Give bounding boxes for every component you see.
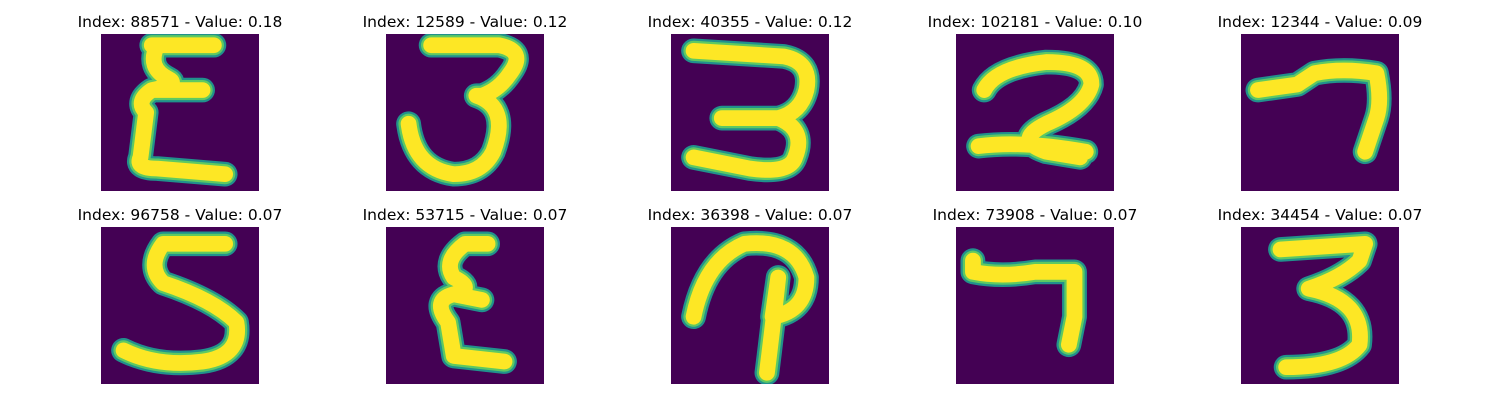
digit-image (1241, 34, 1399, 191)
panel-title: Index: 34454 - Value: 0.07 (1217, 206, 1423, 224)
panel-7: Index: 53715 - Value: 0.07 (335, 205, 595, 395)
digit-glyph (681, 230, 819, 384)
panel-10: Index: 34454 - Value: 0.07 (1190, 205, 1450, 395)
digit-glyph (960, 248, 1087, 358)
digit-image (956, 34, 1114, 191)
panel-4: Index: 102181 - Value: 0.10 (905, 12, 1165, 202)
panel-3: Index: 40355 - Value: 0.12 (620, 12, 880, 202)
panel-title: Index: 73908 - Value: 0.07 (932, 206, 1138, 224)
digit-image (101, 227, 259, 384)
panel-9: Index: 73908 - Value: 0.07 (905, 205, 1165, 395)
digit-stroke (970, 54, 1100, 166)
digit-image (671, 34, 829, 191)
digit-image (101, 34, 259, 191)
digit-glyph (681, 38, 820, 183)
digit-stroke (433, 235, 513, 370)
panel-8: Index: 36398 - Value: 0.07 (620, 205, 880, 395)
digit-glyph (111, 231, 250, 376)
digit-stroke (115, 235, 246, 371)
panel-title: Index: 88571 - Value: 0.18 (77, 13, 283, 31)
panel-6: Index: 96758 - Value: 0.07 (50, 205, 310, 395)
digit-stroke (1250, 62, 1388, 160)
digit-stroke (685, 235, 815, 381)
digit-stroke (400, 37, 525, 183)
digit-stroke (131, 37, 234, 183)
panel-title: Index: 12344 - Value: 0.09 (1217, 13, 1423, 31)
digit-image (1241, 227, 1399, 384)
digit-glyph (127, 34, 238, 187)
digit-image (671, 227, 829, 384)
digit-glyph (396, 34, 529, 187)
panel-title: Index: 36398 - Value: 0.07 (647, 206, 853, 224)
digit-image (386, 227, 544, 384)
panel-title: Index: 96758 - Value: 0.07 (77, 206, 283, 224)
panel-5: Index: 12344 - Value: 0.09 (1190, 12, 1450, 202)
panel-title: Index: 102181 - Value: 0.10 (927, 13, 1143, 31)
panel-1: Index: 88571 - Value: 0.18 (50, 12, 310, 202)
digit-image (386, 34, 544, 191)
digit-glyph (428, 231, 517, 374)
digit-glyph (966, 49, 1104, 170)
digit-glyph (1268, 231, 1378, 380)
panel-title: Index: 12589 - Value: 0.12 (362, 13, 568, 31)
digit-stroke (685, 42, 816, 178)
digit-glyph (1245, 58, 1392, 165)
panel-title: Index: 40355 - Value: 0.12 (647, 13, 853, 31)
digit-stroke (965, 252, 1083, 353)
panel-title: Index: 53715 - Value: 0.07 (362, 206, 568, 224)
panel-2: Index: 12589 - Value: 0.12 (335, 12, 595, 202)
digit-image (956, 227, 1114, 384)
digit-stroke (1272, 235, 1374, 376)
